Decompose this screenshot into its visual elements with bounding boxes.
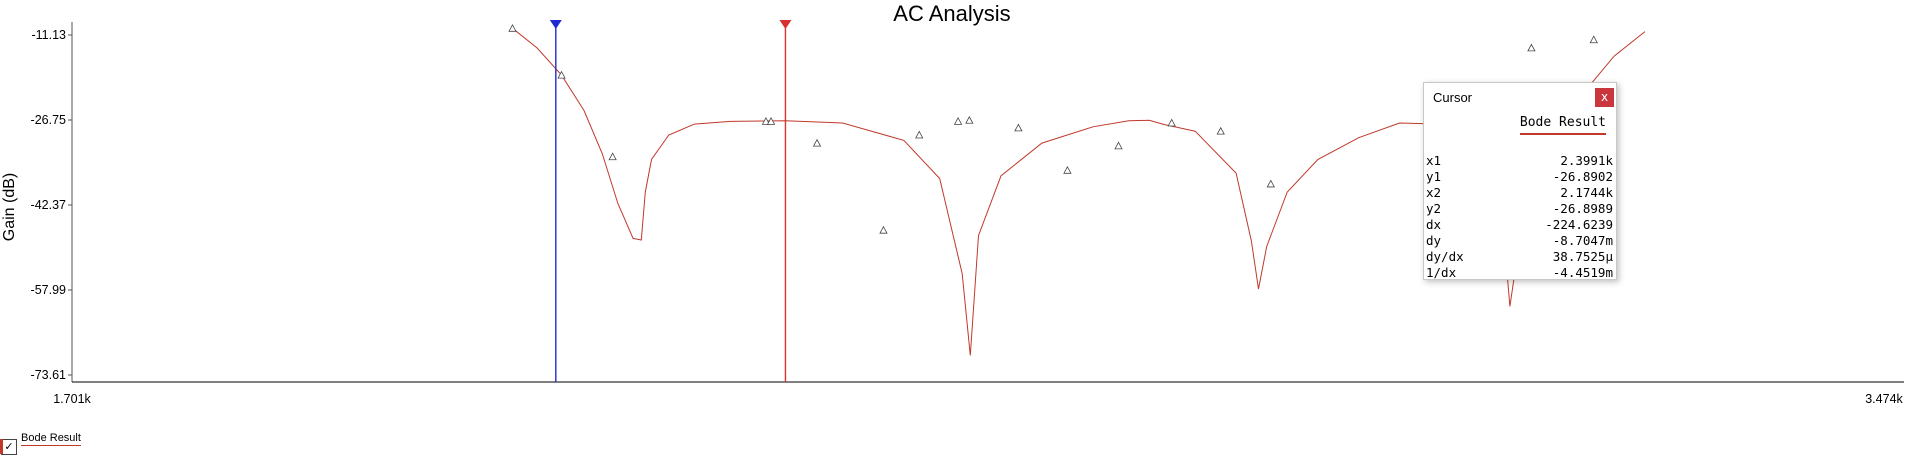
cursor-row-label: 1/dx [1426, 265, 1457, 280]
cursor-row: dx -224.6239 [1426, 217, 1613, 233]
cursor-row-label: x2 [1426, 185, 1442, 200]
data-marker [766, 117, 776, 125]
cursor-2-handle[interactable] [779, 20, 792, 29]
data-marker [812, 138, 822, 147]
data-marker [1527, 43, 1536, 52]
cursor-row-label: dx [1426, 217, 1442, 232]
cursor-row-value: 38.7525µ [1552, 249, 1613, 264]
data-marker [1167, 118, 1176, 127]
cursor-row-label: x1 [1426, 153, 1442, 168]
cursor-row-label: y2 [1426, 201, 1442, 216]
data-marker [915, 130, 924, 139]
data-marker [879, 225, 888, 234]
y-tick-label: -11.13 [31, 28, 66, 42]
data-marker [953, 117, 963, 125]
cursor-values: x1 2.3991k y1 -26.8902 x2 2.1744k y2 -26.898… [1426, 153, 1613, 281]
cursor-row: x1 2.3991k [1426, 153, 1613, 169]
x-tick-label-min: 1.701k [53, 392, 91, 406]
data-marker [1589, 35, 1598, 44]
data-marker [761, 117, 771, 125]
close-icon[interactable]: x [1595, 88, 1614, 107]
data-marker [1014, 123, 1023, 132]
data-marker [557, 70, 566, 79]
cursor-row-value: -224.6239 [1545, 217, 1613, 232]
y-tick-label: -57.99 [31, 283, 66, 297]
cursor-1-handle[interactable] [549, 20, 562, 29]
legend: ✓ Bode Result [0, 432, 81, 455]
cursor-row-value: -26.8989 [1552, 201, 1613, 216]
cursor-row: 1/dx -4.4519m [1426, 265, 1613, 281]
cursor-row-value: 2.1744k [1560, 185, 1613, 200]
cursor-row-label: y1 [1426, 169, 1442, 184]
cursor-row-value: -8.7047m [1552, 233, 1613, 248]
cursor-row-value: -4.4519m [1552, 265, 1613, 280]
cursor-row-value: -26.8902 [1552, 169, 1613, 184]
cursor-row-label: dy/dx [1426, 249, 1464, 264]
y-tick-label: -26.75 [31, 113, 66, 127]
data-marker [1114, 141, 1123, 150]
cursor-row-label: dy [1426, 233, 1442, 248]
cursor-series-name: Bode Result [1519, 115, 1606, 135]
data-marker [1063, 165, 1072, 174]
y-tick-label: -73.61 [31, 368, 66, 382]
cursor-row: dy -8.7047m [1426, 233, 1613, 249]
cursor-row: dy/dx 38.7525µ [1426, 249, 1613, 265]
cursor-row: y2 -26.8989 [1426, 201, 1613, 217]
x-tick-label-max: 3.474k [1865, 392, 1903, 406]
cursor-panel-title: Cursor [1433, 90, 1473, 105]
y-axis-label: Gain (dB) [1, 173, 18, 241]
y-tick-label: -42.37 [31, 198, 66, 212]
cursor-panel[interactable]: Cursor x Bode Result x1 2.3991k y1 -26.890… [1423, 82, 1617, 280]
legend-checkbox[interactable]: ✓ [0, 439, 17, 455]
cursor-row-value: 2.3991k [1560, 153, 1613, 168]
chart-title: AC Analysis [893, 1, 1010, 26]
legend-label: Bode Result [21, 432, 81, 446]
data-marker [965, 115, 974, 124]
data-marker [1266, 179, 1275, 188]
data-marker [1216, 126, 1225, 135]
cursor-row: x2 2.1744k [1426, 185, 1613, 201]
data-marker [608, 152, 617, 161]
cursor-row: y1 -26.8902 [1426, 169, 1613, 185]
data-marker [508, 23, 517, 32]
